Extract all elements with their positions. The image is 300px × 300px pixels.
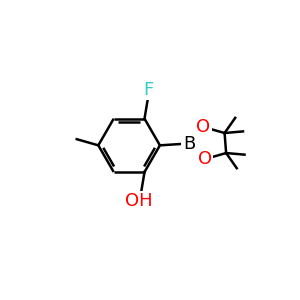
Text: O: O: [197, 150, 212, 168]
Text: F: F: [143, 81, 154, 99]
Text: OH: OH: [125, 192, 153, 210]
Text: B: B: [183, 135, 195, 153]
Text: O: O: [196, 118, 210, 136]
